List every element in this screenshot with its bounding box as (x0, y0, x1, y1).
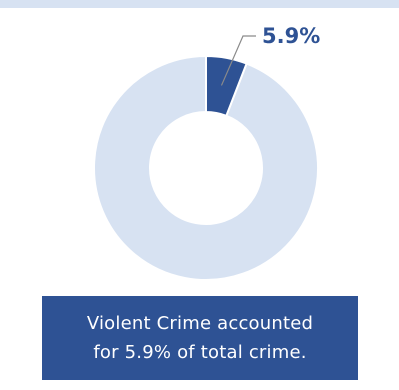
caption-box: Violent Crime accounted for 5.9% of tota… (42, 296, 358, 380)
donut-slice-highlight (205, 54, 248, 118)
donut-slice-remainder (93, 54, 319, 281)
caption-line-2: for 5.9% of total crime. (93, 342, 307, 363)
top-color-band (0, 0, 399, 8)
donut-chart: 5.9% (93, 24, 320, 281)
data-label-leader-line (220, 35, 256, 86)
donut-data-label: 5.9% (262, 24, 320, 48)
caption-line-1: Violent Crime accounted (86, 313, 314, 334)
